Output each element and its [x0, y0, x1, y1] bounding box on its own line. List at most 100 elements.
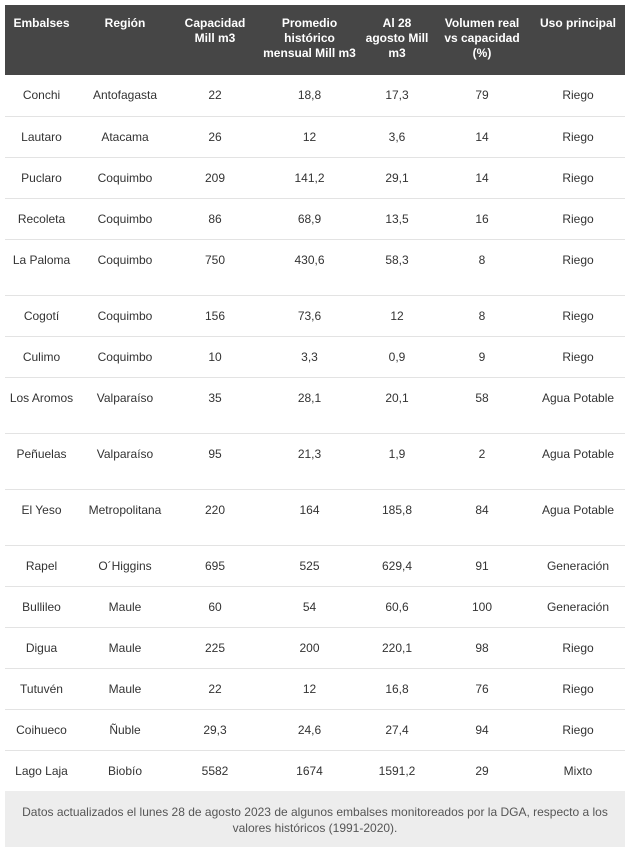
- cell-capacidad: 695: [172, 545, 258, 587]
- cell-uso-principal: Riego: [531, 239, 625, 296]
- cell-volumen-real: 58: [433, 377, 531, 434]
- cell-volumen-real: 79: [433, 75, 531, 117]
- cell-embalse: Coihueco: [5, 709, 78, 751]
- cell-capacidad: 10: [172, 336, 258, 378]
- cell-al-28-agosto: 20,1: [361, 377, 433, 434]
- cell-promedio: 18,8: [258, 75, 361, 117]
- cell-volumen-real: 8: [433, 295, 531, 337]
- header-uso-principal: Uso principal: [531, 5, 625, 75]
- cell-region: Coquimbo: [78, 198, 172, 240]
- cell-region: Valparaíso: [78, 377, 172, 434]
- cell-al-28-agosto: 3,6: [361, 116, 433, 158]
- table-body: Conchi Antofagasta 22 18,8 17,3 79 Riego Lautar…: [5, 75, 625, 792]
- cell-promedio: 141,2: [258, 157, 361, 199]
- cell-region: Coquimbo: [78, 239, 172, 296]
- cell-uso-principal: Agua Potable: [531, 489, 625, 546]
- cell-embalse: Lago Laja: [5, 750, 78, 792]
- cell-uso-principal: Riego: [531, 295, 625, 337]
- cell-volumen-real: 14: [433, 157, 531, 199]
- cell-capacidad: 86: [172, 198, 258, 240]
- reservoir-table-container: Embalses Región Capacidad Mill m3 Promed…: [5, 5, 625, 847]
- cell-capacidad: 95: [172, 433, 258, 490]
- cell-capacidad: 26: [172, 116, 258, 158]
- cell-embalse: Rapel: [5, 545, 78, 587]
- cell-al-28-agosto: 16,8: [361, 668, 433, 710]
- table-row: Culimo Coquimbo 10 3,3 0,9 9 Riego: [5, 336, 625, 378]
- cell-uso-principal: Mixto: [531, 750, 625, 792]
- cell-embalse: Culimo: [5, 336, 78, 378]
- header-al-28-agosto: Al 28 agosto Mill m3: [361, 5, 433, 75]
- header-region: Región: [78, 5, 172, 75]
- cell-al-28-agosto: 60,6: [361, 586, 433, 628]
- cell-volumen-real: 76: [433, 668, 531, 710]
- cell-embalse: Digua: [5, 627, 78, 669]
- header-embalses: Embalses: [5, 5, 78, 75]
- cell-volumen-real: 16: [433, 198, 531, 240]
- cell-al-28-agosto: 0,9: [361, 336, 433, 378]
- cell-volumen-real: 100: [433, 586, 531, 628]
- table-header: Embalses Región Capacidad Mill m3 Promed…: [5, 5, 625, 75]
- table-row: Los Aromos Valparaíso 35 28,1 20,1 58 Agua Pot…: [5, 377, 625, 434]
- cell-uso-principal: Riego: [531, 198, 625, 240]
- cell-promedio: 1674: [258, 750, 361, 792]
- cell-volumen-real: 2: [433, 433, 531, 490]
- cell-promedio: 430,6: [258, 239, 361, 296]
- cell-embalse: Tutuvén: [5, 668, 78, 710]
- cell-uso-principal: Generación: [531, 545, 625, 587]
- table-row: Coihueco Ñuble 29,3 24,6 27,4 94 Riego: [5, 709, 625, 751]
- cell-region: Antofagasta: [78, 75, 172, 117]
- cell-capacidad: 22: [172, 668, 258, 710]
- cell-uso-principal: Agua Potable: [531, 433, 625, 490]
- cell-promedio: 24,6: [258, 709, 361, 751]
- cell-embalse: Recoleta: [5, 198, 78, 240]
- cell-promedio: 12: [258, 116, 361, 158]
- table-row: Puclaro Coquimbo 209 141,2 29,1 14 Riego: [5, 157, 625, 199]
- cell-embalse: Lautaro: [5, 116, 78, 158]
- cell-al-28-agosto: 1591,2: [361, 750, 433, 792]
- header-promedio: Promedio histórico mensual Mill m3: [258, 5, 361, 75]
- cell-volumen-real: 91: [433, 545, 531, 587]
- cell-promedio: 3,3: [258, 336, 361, 378]
- cell-al-28-agosto: 17,3: [361, 75, 433, 117]
- cell-uso-principal: Riego: [531, 709, 625, 751]
- cell-volumen-real: 94: [433, 709, 531, 751]
- cell-al-28-agosto: 58,3: [361, 239, 433, 296]
- cell-uso-principal: Agua Potable: [531, 377, 625, 434]
- cell-uso-principal: Riego: [531, 75, 625, 117]
- header-volumen-real: Volumen real vs capacidad (%): [433, 5, 531, 75]
- cell-region: Valparaíso: [78, 433, 172, 490]
- cell-embalse: Los Aromos: [5, 377, 78, 434]
- table-row: Recoleta Coquimbo 86 68,9 13,5 16 Riego: [5, 198, 625, 240]
- table-row: Tutuvén Maule 22 12 16,8 76 Riego: [5, 668, 625, 710]
- cell-promedio: 12: [258, 668, 361, 710]
- cell-region: Metropolitana: [78, 489, 172, 546]
- header-capacidad: Capacidad Mill m3: [172, 5, 258, 75]
- table-row: Peñuelas Valparaíso 95 21,3 1,9 2 Agua Potable: [5, 433, 625, 490]
- cell-embalse: Cogotí: [5, 295, 78, 337]
- cell-capacidad: 5582: [172, 750, 258, 792]
- cell-embalse: El Yeso: [5, 489, 78, 546]
- cell-al-28-agosto: 629,4: [361, 545, 433, 587]
- cell-promedio: 28,1: [258, 377, 361, 434]
- cell-uso-principal: Generación: [531, 586, 625, 628]
- table-footnote: Datos actualizados el lunes 28 de agosto…: [5, 790, 625, 847]
- cell-capacidad: 35: [172, 377, 258, 434]
- cell-capacidad: 156: [172, 295, 258, 337]
- cell-promedio: 68,9: [258, 198, 361, 240]
- cell-embalse: Bullileo: [5, 586, 78, 628]
- cell-volumen-real: 8: [433, 239, 531, 296]
- cell-embalse: Conchi: [5, 75, 78, 117]
- cell-capacidad: 29,3: [172, 709, 258, 751]
- cell-uso-principal: Riego: [531, 157, 625, 199]
- cell-region: Coquimbo: [78, 157, 172, 199]
- table-row: Conchi Antofagasta 22 18,8 17,3 79 Riego: [5, 75, 625, 117]
- cell-uso-principal: Riego: [531, 336, 625, 378]
- cell-volumen-real: 9: [433, 336, 531, 378]
- cell-promedio: 525: [258, 545, 361, 587]
- cell-region: Biobío: [78, 750, 172, 792]
- table-row: Cogotí Coquimbo 156 73,6 12 8 Riego: [5, 295, 625, 337]
- cell-region: Maule: [78, 586, 172, 628]
- table-row: Lago Laja Biobío 5582 1674 1591,2 29 Mixto: [5, 750, 625, 792]
- cell-volumen-real: 84: [433, 489, 531, 546]
- cell-uso-principal: Riego: [531, 116, 625, 158]
